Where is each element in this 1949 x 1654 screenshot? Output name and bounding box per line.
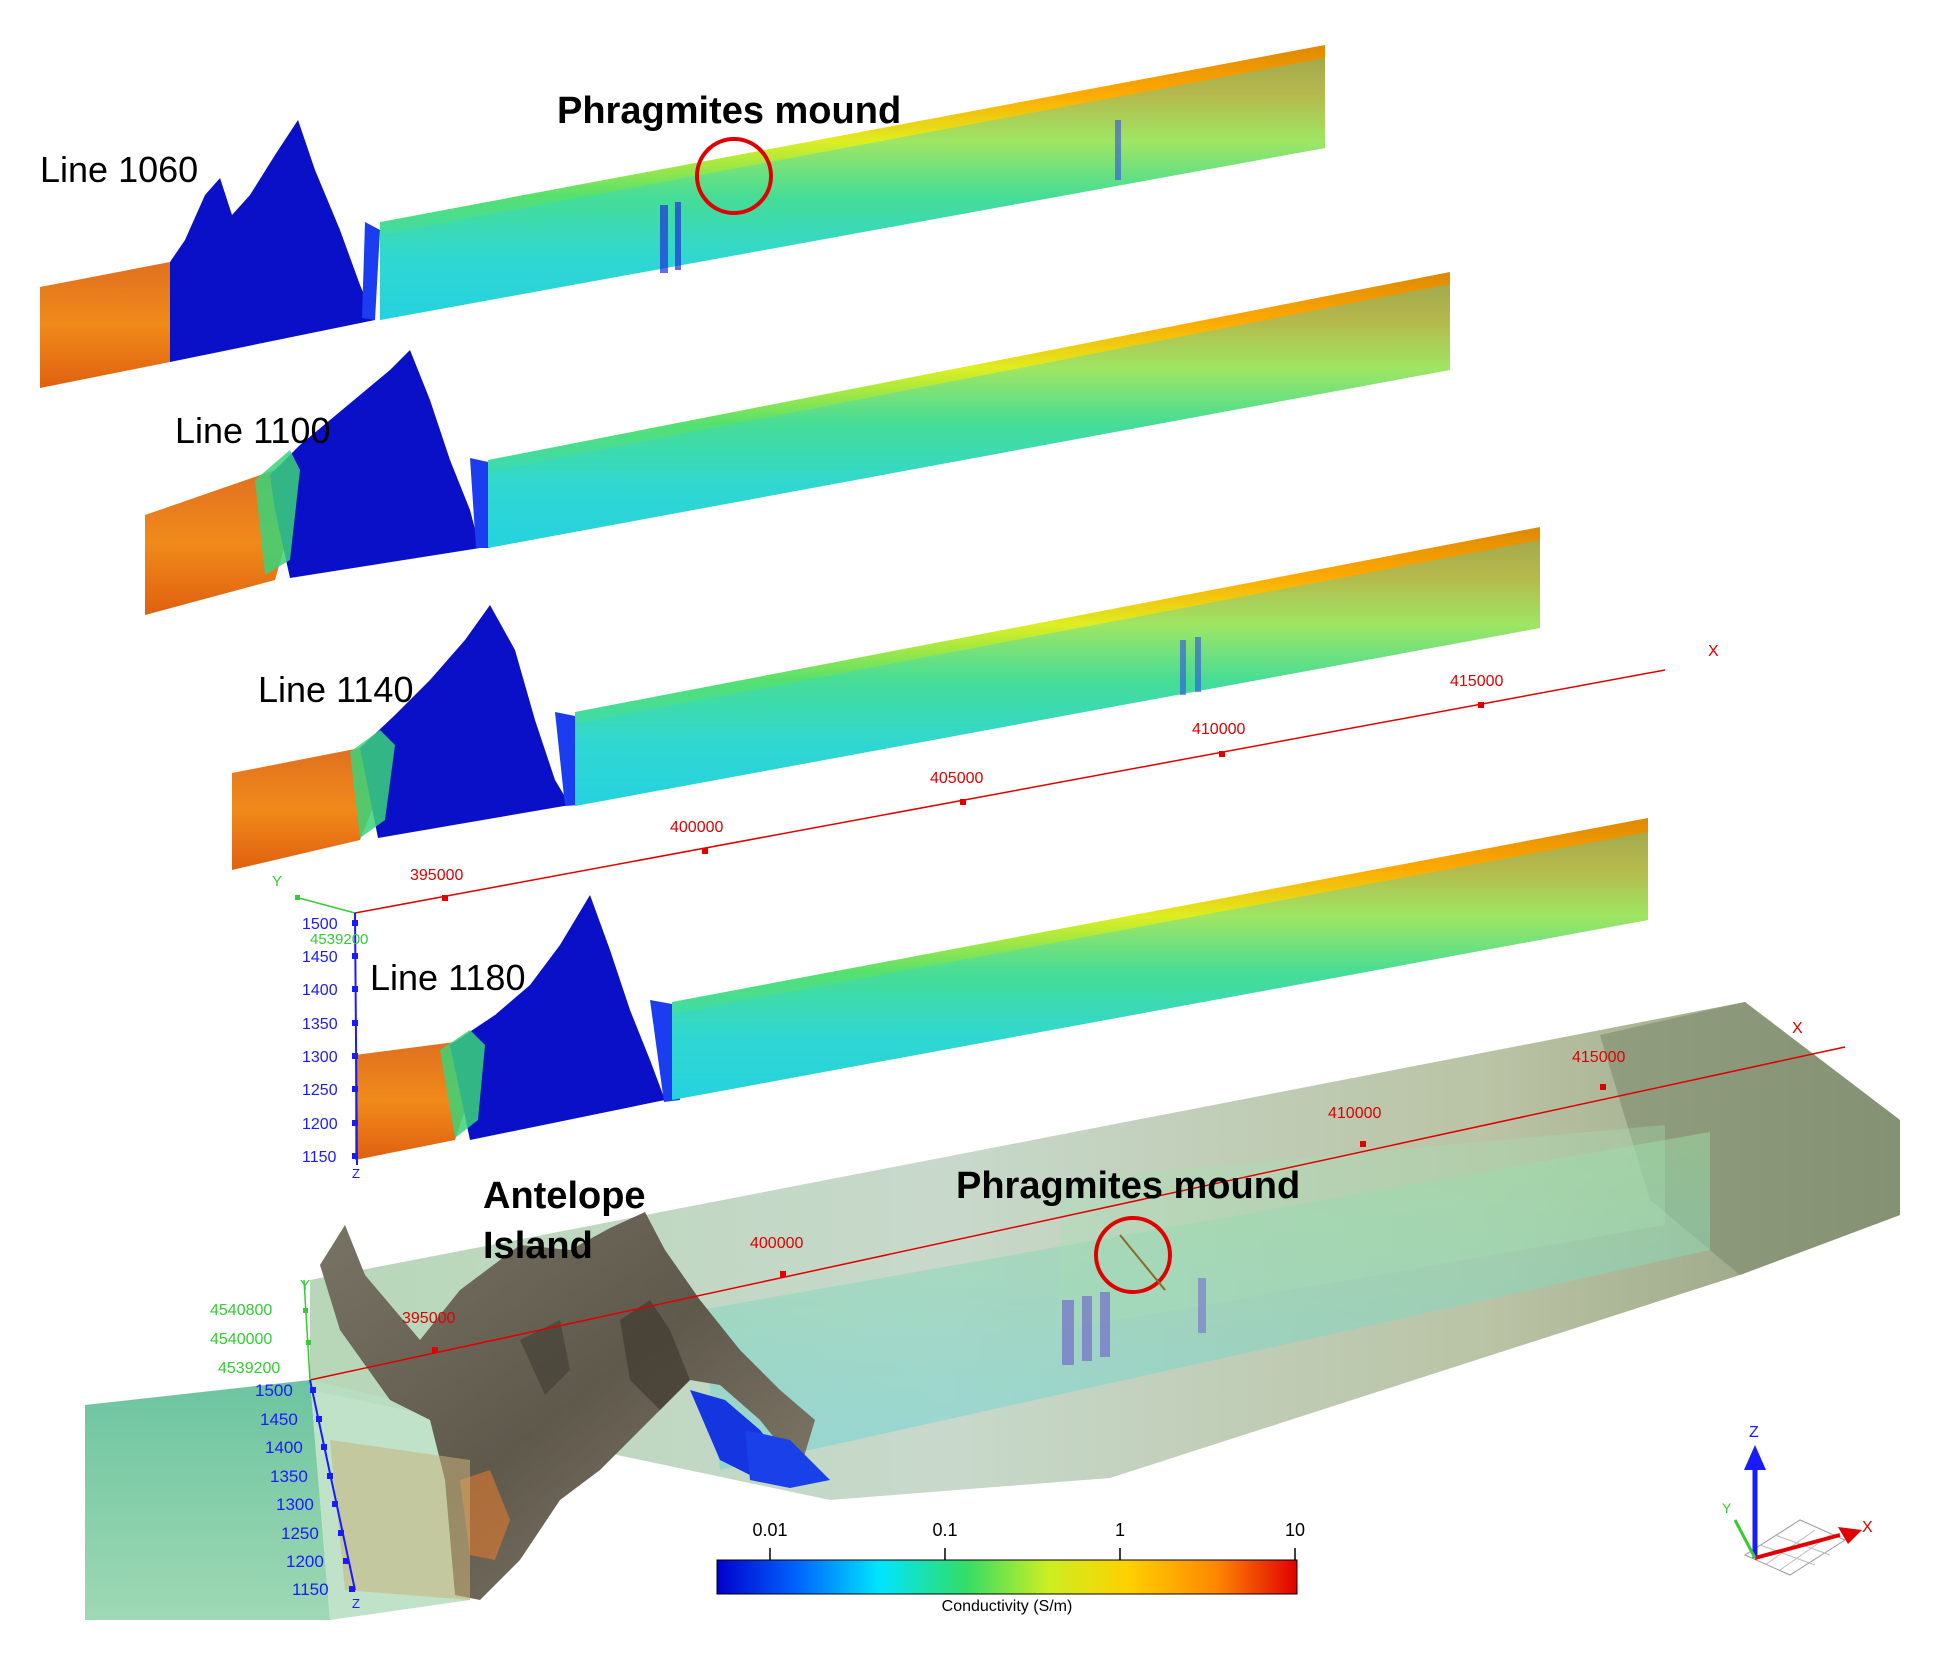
upper-z-tick-1500: 1500 bbox=[302, 916, 338, 933]
profile-label-1060: Line 1060 bbox=[40, 149, 198, 190]
antelope-island-label-line2: Island bbox=[483, 1225, 593, 1267]
triad-y-axis bbox=[1733, 1519, 1757, 1559]
upper-y-tick: 4539200 bbox=[310, 931, 368, 948]
triad-y-label: Y bbox=[1722, 1500, 1732, 1516]
upper-axes: 395000 400000 405000 410000 415000 X Y 4… bbox=[272, 643, 1719, 1181]
upper-x-tick-400000: 400000 bbox=[670, 819, 723, 836]
orientation-triad: Z X Y bbox=[1722, 1424, 1873, 1576]
upper-z-tick-1400: 1400 bbox=[302, 982, 338, 999]
lower-axes: 395000 400000 410000 415000 X Y 4540800 … bbox=[210, 1020, 1846, 1611]
phragmites-mound-label-bottom: Phragmites mound bbox=[956, 1165, 1300, 1207]
upper-z-tick-1450: 1450 bbox=[302, 949, 338, 966]
lower-y-tick-4540000: 4540000 bbox=[210, 1331, 272, 1348]
lower-z-tick-1150: 1150 bbox=[292, 1580, 329, 1599]
lower-z-axis bbox=[309, 1379, 356, 1591]
upper-y-axis-label: Y bbox=[272, 873, 282, 890]
upper-z-tick-1150: 1150 bbox=[302, 1149, 337, 1166]
upper-z-tick-1250: 1250 bbox=[302, 1082, 338, 1099]
lower-z-tick-1200: 1200 bbox=[286, 1552, 324, 1571]
lower-y-tick-4540800: 4540800 bbox=[210, 1302, 272, 1319]
upper-z-axis-label: Z bbox=[352, 1166, 360, 1181]
lower-z-tick-1350: 1350 bbox=[270, 1467, 308, 1486]
lower-x-tick-400000: 400000 bbox=[750, 1235, 803, 1252]
phragmites-mound-highlight-top bbox=[695, 137, 773, 215]
lower-x-tick-395000: 395000 bbox=[402, 1310, 455, 1327]
lake-surface bbox=[85, 1380, 330, 1620]
phragmites-mound-label-top: Phragmites mound bbox=[557, 90, 901, 132]
upper-x-tick-415000: 415000 bbox=[1450, 673, 1503, 690]
profile-label-1100: Line 1100 bbox=[175, 410, 330, 451]
lower-x-axis-label: X bbox=[1792, 1020, 1803, 1037]
profile-label-1180: Line 1180 bbox=[370, 957, 525, 998]
upper-x-tick-395000: 395000 bbox=[410, 867, 463, 884]
colorbar-title: Conductivity (S/m) bbox=[942, 1598, 1073, 1615]
upper-x-tick-410000: 410000 bbox=[1192, 721, 1245, 738]
lower-3d-block bbox=[85, 1002, 1900, 1620]
lower-x-axis bbox=[309, 1046, 1846, 1381]
profile-line-1060 bbox=[40, 45, 1325, 388]
upper-x-axis-label: X bbox=[1708, 643, 1719, 660]
lower-x-tick-410000: 410000 bbox=[1328, 1105, 1381, 1122]
upper-z-ticks: 1500 1450 1400 1350 1300 1250 1200 1150 bbox=[302, 916, 358, 1166]
lower-y-tick-4539200: 4539200 bbox=[218, 1360, 280, 1377]
colorbar-tick-10: 10 bbox=[1285, 1520, 1305, 1540]
lower-z-axis-label: Z bbox=[352, 1596, 360, 1611]
upper-z-tick-1200: 1200 bbox=[302, 1116, 338, 1133]
profile-line-1100 bbox=[145, 272, 1450, 615]
profile-line-1180 bbox=[355, 818, 1648, 1160]
upper-x-axis bbox=[354, 669, 1666, 914]
colorbar-tick-1: 1 bbox=[1115, 1520, 1125, 1540]
lower-z-tick-1300: 1300 bbox=[276, 1495, 314, 1514]
triad-x-label: X bbox=[1862, 1519, 1873, 1536]
colorbar-tick-0.1: 0.1 bbox=[932, 1520, 957, 1540]
conductivity-colorbar: 0.01 0.1 1 10 Conductivity (S/m) bbox=[716, 1520, 1305, 1615]
lower-z-tick-1500: 1500 bbox=[255, 1381, 293, 1400]
lower-y-axis-label: Y bbox=[300, 1277, 310, 1294]
upper-x-tick-405000: 405000 bbox=[930, 770, 983, 787]
lower-z-tick-1250: 1250 bbox=[281, 1524, 319, 1543]
profile-label-1140: Line 1140 bbox=[258, 669, 413, 710]
triad-z-label: Z bbox=[1749, 1424, 1759, 1441]
profile-line-1140 bbox=[232, 527, 1540, 870]
upper-y-axis bbox=[294, 896, 356, 914]
upper-z-tick-1350: 1350 bbox=[302, 1016, 338, 1033]
lower-x-tick-415000: 415000 bbox=[1572, 1049, 1625, 1066]
antelope-island-label-line1: Antelope bbox=[483, 1175, 646, 1217]
lower-z-tick-1450: 1450 bbox=[260, 1410, 298, 1429]
upper-z-tick-1300: 1300 bbox=[302, 1049, 338, 1066]
lower-z-ticks: 1500 1450 1400 1350 1300 1250 1200 1150 bbox=[255, 1381, 355, 1599]
colorbar-gradient bbox=[716, 1559, 1298, 1595]
lower-y-axis bbox=[303, 1279, 311, 1381]
triad-x-axis bbox=[1754, 1533, 1841, 1560]
colorbar-tick-0.01: 0.01 bbox=[752, 1520, 787, 1540]
phragmites-mound-highlight-bottom bbox=[1094, 1216, 1172, 1294]
lower-z-tick-1400: 1400 bbox=[265, 1438, 303, 1457]
antelope-island-terrain bbox=[320, 1212, 815, 1600]
